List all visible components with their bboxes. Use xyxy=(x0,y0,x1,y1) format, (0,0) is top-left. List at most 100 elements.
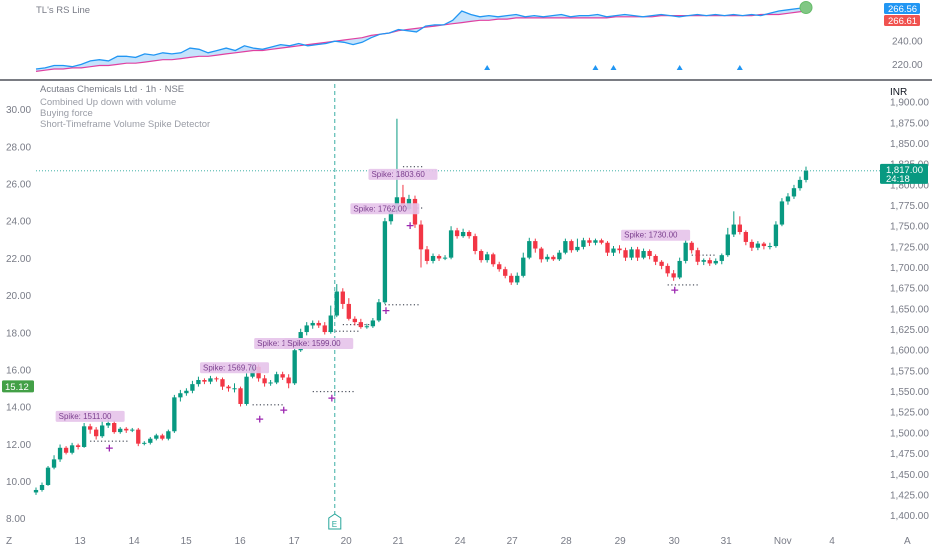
candle xyxy=(394,118,400,214)
level-dot xyxy=(252,404,254,406)
left-axis[interactable]: 30.00 28.00 26.00 24.00 22.00 20.00 18.00 16.00… xyxy=(6,105,31,525)
signal-triangle xyxy=(484,65,491,70)
candle xyxy=(695,247,700,266)
candle xyxy=(214,376,219,382)
price-legend: Acutaas Chemicals Ltd · 1h · NSE Combine… xyxy=(40,84,210,130)
left-tick-label: 24.00 xyxy=(6,217,31,228)
time-axis[interactable]: Z A 13 14 15 16 17 20 21 24 27 28 29 30 31 Nov 4 xyxy=(6,536,911,547)
candle-body xyxy=(454,230,460,237)
level-dot xyxy=(392,304,394,306)
spike-label: Spike: 1762.00 xyxy=(353,204,407,213)
candle xyxy=(701,258,706,266)
level-dot xyxy=(410,304,412,306)
candle-body xyxy=(659,261,664,266)
candle xyxy=(478,249,484,263)
candle-body xyxy=(172,397,177,432)
candle-body xyxy=(244,376,249,404)
candle-body xyxy=(587,240,592,243)
price-tick-label: 1,775.00 xyxy=(890,201,929,212)
price-tick-label: 1,875.00 xyxy=(890,118,929,129)
level-dot xyxy=(395,304,397,306)
price-tick-label: 1,625.00 xyxy=(890,325,929,336)
candle xyxy=(226,384,231,392)
candle-body xyxy=(779,201,785,225)
rs-tick-label: 220.00 xyxy=(892,60,923,71)
level-dot xyxy=(417,304,419,306)
price-tick-label: 1,650.00 xyxy=(890,304,929,315)
price-tick-label: 1,900.00 xyxy=(890,98,929,109)
candle-body xyxy=(93,429,99,437)
rs-value-text: 266.61 xyxy=(888,16,917,27)
level-dot xyxy=(341,390,343,393)
candle xyxy=(352,316,357,326)
candle xyxy=(581,237,586,250)
candle-body xyxy=(719,255,724,261)
level-dot xyxy=(335,330,337,332)
candle xyxy=(358,318,364,329)
symbol-title[interactable]: Acutaas Chemicals Ltd · 1h · NSE xyxy=(40,84,184,95)
candle-body xyxy=(460,232,466,237)
candle xyxy=(232,383,237,393)
time-tick-label: 29 xyxy=(615,536,627,547)
candle xyxy=(611,246,616,256)
candle xyxy=(33,487,39,495)
candle xyxy=(539,246,544,263)
candle-body xyxy=(743,232,749,242)
indicator-label-1[interactable]: Combined Up down with volume xyxy=(40,97,176,108)
level-dot xyxy=(122,440,124,442)
candle xyxy=(382,217,388,304)
candle xyxy=(93,427,99,440)
candle xyxy=(57,444,63,462)
candle xyxy=(629,246,634,261)
candle-body xyxy=(755,243,761,248)
candle xyxy=(641,248,646,260)
level-dot xyxy=(259,404,261,406)
axis-corner-left[interactable]: Z xyxy=(6,536,12,547)
indicator-label-3[interactable]: Short-Timeframe Volume Spike Detector xyxy=(40,119,210,130)
time-tick-label: 31 xyxy=(721,536,733,547)
candle xyxy=(75,443,81,450)
rs-value-badge xyxy=(884,3,920,14)
candle-body xyxy=(509,275,514,283)
candle-body xyxy=(545,256,550,260)
candle xyxy=(659,260,664,270)
candle-body xyxy=(202,380,207,382)
candle xyxy=(274,371,279,385)
candle xyxy=(785,193,791,205)
candle xyxy=(707,257,712,266)
candle xyxy=(376,298,382,323)
price-tick-label: 1,800.00 xyxy=(890,180,929,191)
candle xyxy=(340,288,345,309)
level-dot xyxy=(410,166,412,168)
candle-body xyxy=(497,264,502,270)
event-marker[interactable]: E xyxy=(328,513,342,530)
candle-body xyxy=(430,255,436,261)
level-dot xyxy=(323,390,325,393)
candle-body xyxy=(214,378,219,380)
indicator-label-2[interactable]: Buying force xyxy=(40,108,93,119)
candle xyxy=(599,238,604,245)
level-dot xyxy=(346,324,348,326)
candle xyxy=(460,228,466,238)
axis-corner-right[interactable]: A xyxy=(904,536,911,547)
candle-body xyxy=(515,275,520,283)
candle-body xyxy=(472,236,478,252)
candle xyxy=(100,421,105,438)
level-dot xyxy=(316,390,318,393)
candle xyxy=(647,249,652,260)
right-price-axis[interactable]: 1,900.001,875.001,850.001,825.001,800.00… xyxy=(890,98,929,522)
candle-body xyxy=(533,241,538,249)
candle-body xyxy=(400,197,406,209)
price-tick-label: 1,600.00 xyxy=(890,346,929,357)
candle-body xyxy=(280,374,285,378)
level-dot xyxy=(353,324,355,326)
candle-body xyxy=(39,485,45,490)
candle xyxy=(430,253,436,264)
candle xyxy=(178,389,183,402)
candle-body xyxy=(220,379,225,387)
event-marker-shape xyxy=(328,513,342,530)
left-value-text: 15.12 xyxy=(5,382,29,393)
level-dot xyxy=(108,440,110,442)
